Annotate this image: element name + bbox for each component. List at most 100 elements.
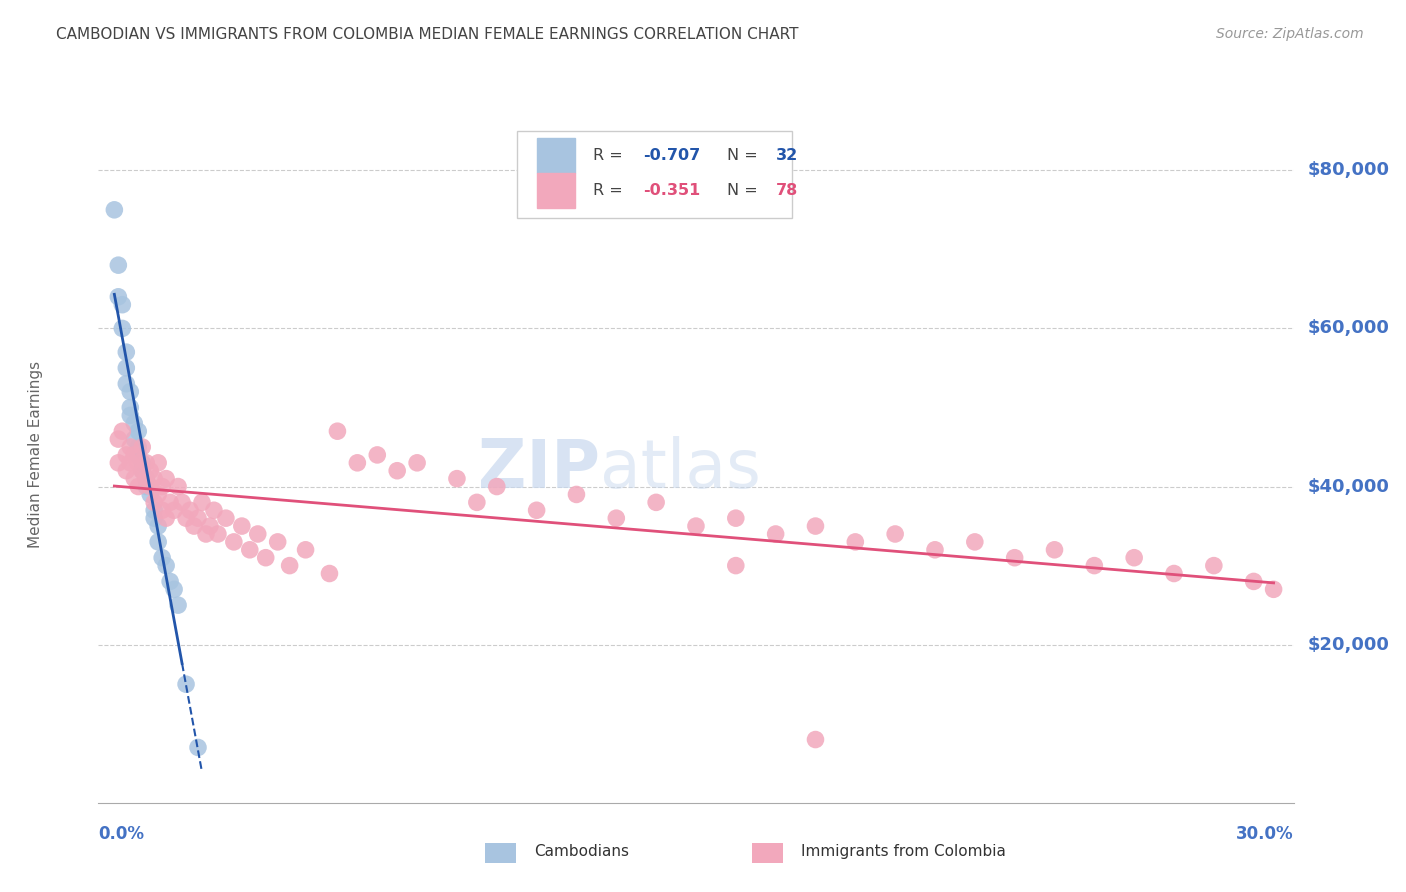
Point	[127, 424, 149, 438]
Point	[198, 519, 221, 533]
Point	[143, 472, 166, 486]
Point	[131, 464, 153, 478]
Point	[120, 456, 142, 470]
Text: Immigrants from Colombia: Immigrants from Colombia	[801, 845, 1007, 859]
Text: $40,000: $40,000	[1308, 477, 1389, 496]
Point	[150, 479, 173, 493]
Point	[124, 472, 146, 486]
Text: -0.707: -0.707	[644, 148, 700, 163]
Point	[804, 519, 827, 533]
Point	[565, 487, 588, 501]
Point	[139, 464, 162, 478]
Point	[135, 456, 157, 470]
Point	[111, 321, 134, 335]
Point	[179, 503, 201, 517]
Text: -0.351: -0.351	[644, 183, 700, 198]
Point	[1263, 582, 1285, 597]
Point	[148, 487, 170, 501]
Point	[135, 479, 157, 493]
Point	[605, 511, 627, 525]
Point	[239, 542, 262, 557]
Point	[278, 558, 301, 573]
Text: Source: ZipAtlas.com: Source: ZipAtlas.com	[1216, 27, 1364, 41]
Point	[246, 527, 269, 541]
Text: $20,000: $20,000	[1308, 636, 1389, 654]
Point	[111, 424, 134, 438]
Point	[645, 495, 668, 509]
Point	[231, 519, 253, 533]
Point	[1202, 558, 1225, 573]
Point	[215, 511, 238, 525]
Point	[191, 495, 214, 509]
Bar	[537, 138, 575, 173]
Point	[385, 464, 409, 478]
Point	[172, 495, 194, 509]
Point	[135, 472, 157, 486]
Point	[222, 535, 245, 549]
Point	[318, 566, 340, 581]
Point	[115, 448, 138, 462]
Point	[131, 456, 153, 470]
Point	[1163, 566, 1185, 581]
Text: N =: N =	[727, 183, 763, 198]
Point	[187, 511, 209, 525]
Point	[202, 503, 225, 517]
Point	[163, 503, 186, 517]
Bar	[537, 173, 575, 208]
Point	[124, 432, 146, 446]
Point	[107, 290, 129, 304]
Point	[183, 519, 205, 533]
Point	[163, 582, 186, 597]
Point	[804, 732, 827, 747]
Point	[526, 503, 548, 517]
Point	[765, 527, 787, 541]
Point	[1043, 542, 1066, 557]
Point	[143, 495, 166, 509]
Point	[1083, 558, 1105, 573]
Point	[143, 503, 166, 517]
Point	[346, 456, 368, 470]
Point	[148, 519, 170, 533]
Point	[115, 464, 138, 478]
Text: Cambodians: Cambodians	[534, 845, 630, 859]
Point	[724, 558, 747, 573]
Point	[127, 456, 149, 470]
Text: CAMBODIAN VS IMMIGRANTS FROM COLOMBIA MEDIAN FEMALE EARNINGS CORRELATION CHART: CAMBODIAN VS IMMIGRANTS FROM COLOMBIA ME…	[56, 27, 799, 42]
Point	[111, 298, 134, 312]
Point	[139, 479, 162, 493]
Point	[1004, 550, 1026, 565]
Point	[143, 511, 166, 525]
Text: N =: N =	[727, 148, 763, 163]
Point	[724, 511, 747, 525]
Point	[103, 202, 125, 217]
Point	[1123, 550, 1146, 565]
Point	[963, 535, 986, 549]
Point	[139, 487, 162, 501]
Point	[446, 472, 468, 486]
Point	[127, 479, 149, 493]
Point	[131, 440, 153, 454]
Point	[120, 384, 142, 399]
Point	[120, 440, 142, 454]
Point	[1243, 574, 1265, 589]
Point	[124, 417, 146, 431]
Point	[107, 258, 129, 272]
Point	[120, 409, 142, 423]
Point	[207, 527, 229, 541]
Point	[174, 511, 197, 525]
Point	[267, 535, 290, 549]
Text: 30.0%: 30.0%	[1236, 825, 1294, 843]
Point	[685, 519, 707, 533]
Point	[159, 574, 181, 589]
Text: 0.0%: 0.0%	[98, 825, 145, 843]
Point	[150, 503, 173, 517]
Point	[194, 527, 218, 541]
Point	[107, 432, 129, 446]
Point	[187, 740, 209, 755]
Text: $60,000: $60,000	[1308, 319, 1389, 337]
Text: 32: 32	[776, 148, 799, 163]
Text: R =: R =	[593, 183, 628, 198]
Point	[148, 456, 170, 470]
Point	[135, 472, 157, 486]
Point	[115, 345, 138, 359]
